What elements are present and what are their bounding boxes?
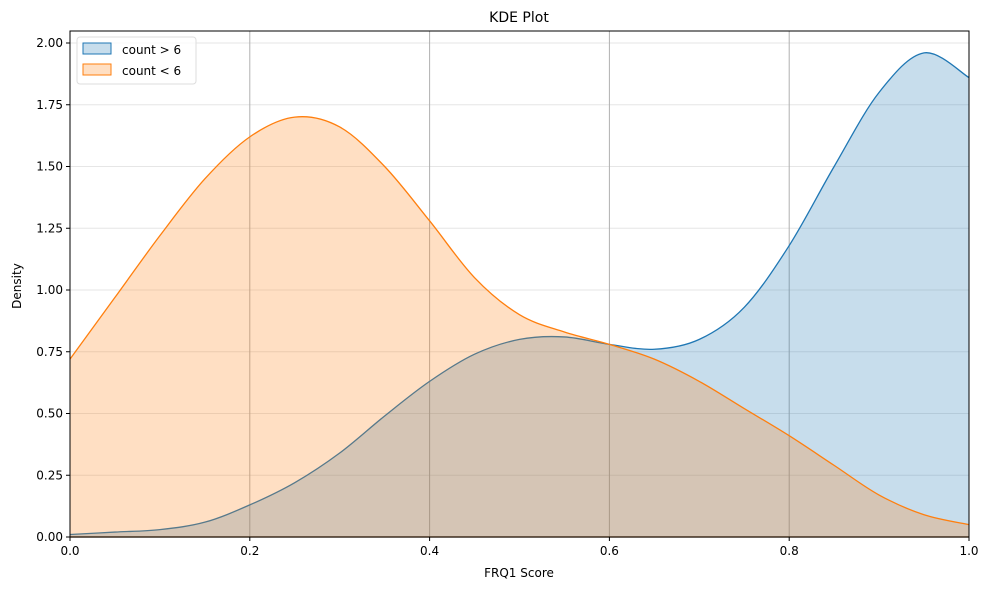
legend: count > 6 count < 6 xyxy=(76,36,197,85)
grid-lines xyxy=(70,31,969,538)
y-tick-label: 0.25 xyxy=(36,468,63,482)
x-tick-label: 1.0 xyxy=(959,544,978,558)
x-tick-label: 0.6 xyxy=(600,544,619,558)
kde-areas xyxy=(69,52,970,538)
y-tick-label: 1.25 xyxy=(36,221,63,235)
x-tick-label: 0.2 xyxy=(240,544,259,558)
curve-count-lt-6 xyxy=(69,116,970,526)
area-count-gt-6 xyxy=(70,52,969,537)
legend-swatch-count-gt-6 xyxy=(82,42,112,55)
y-tick-label: 0.50 xyxy=(36,407,63,421)
axis-ticks: 0.00 0.25 0.50 0.75 1.00 1.25 1.50 1.75 2.00 0.0 0… xyxy=(36,36,978,558)
plot-frame xyxy=(69,30,970,538)
y-tick-label: 0.75 xyxy=(36,345,63,359)
x-tick-label: 0.0 xyxy=(60,544,79,558)
x-axis-label: FRQ1 Score xyxy=(484,566,554,580)
x-tick-label: 0.4 xyxy=(420,544,439,558)
curve-count-gt-6 xyxy=(69,52,970,536)
legend-label-count-lt-6: count < 6 xyxy=(122,64,181,78)
y-tick-label: 1.50 xyxy=(36,160,63,174)
y-tick-label: 1.75 xyxy=(36,98,63,112)
y-axis-label: Density xyxy=(10,263,24,309)
chart-title: KDE Plot xyxy=(489,10,549,26)
legend-swatch-count-lt-6 xyxy=(82,63,112,76)
legend-box xyxy=(76,36,197,85)
y-tick-label: 0.00 xyxy=(36,530,63,544)
x-tick-label: 0.8 xyxy=(780,544,799,558)
y-tick-label: 1.00 xyxy=(36,283,63,297)
legend-label-count-gt-6: count > 6 xyxy=(122,43,181,57)
area-count-lt-6 xyxy=(70,116,969,538)
y-tick-label: 2.00 xyxy=(36,36,63,50)
